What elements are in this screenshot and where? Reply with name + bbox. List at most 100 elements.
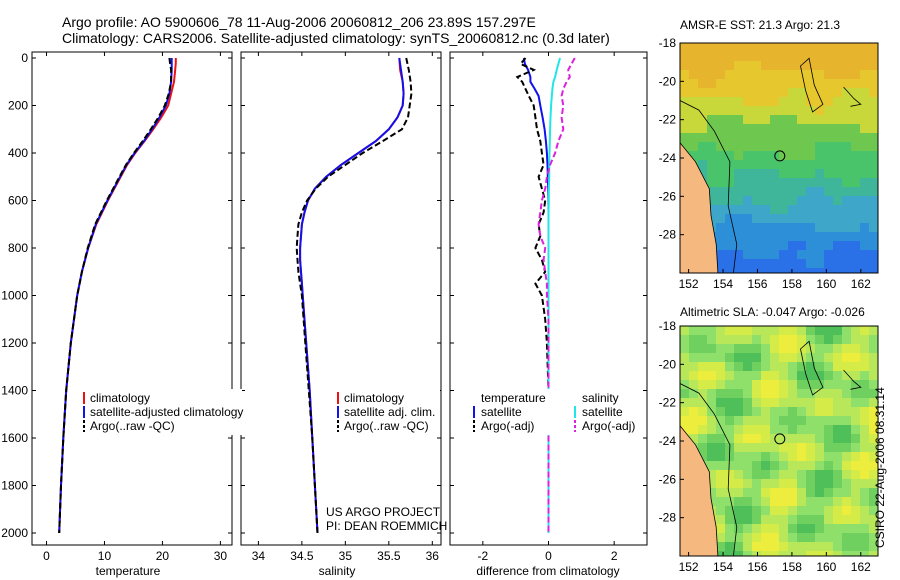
map-cell	[752, 151, 762, 161]
map-cell	[788, 79, 798, 89]
map-cell	[842, 232, 852, 242]
map-cell	[788, 160, 798, 170]
x-tick-label: 35	[339, 549, 353, 563]
temperature-legend: climatology satellite-adjusted climatolo…	[82, 389, 243, 435]
map-cell	[698, 353, 708, 363]
map-cell	[716, 425, 726, 435]
map-cell	[788, 371, 798, 381]
map-cell	[725, 425, 735, 435]
map-cell	[707, 160, 717, 170]
series-line-temperature-satellite	[522, 57, 550, 533]
map-cell	[860, 214, 870, 224]
y-tick-label: -22	[659, 396, 677, 410]
map-cell	[743, 214, 753, 224]
map-cell	[833, 43, 843, 53]
map-cell	[869, 223, 878, 233]
map-cell	[743, 151, 753, 161]
map-cell	[689, 398, 699, 408]
map-cell	[815, 205, 825, 215]
map-cell	[806, 241, 816, 251]
map-cell	[833, 268, 843, 273]
map-cell	[725, 133, 735, 143]
map-cell	[770, 551, 780, 556]
profile-location-marker	[774, 433, 786, 445]
map-cell	[824, 515, 834, 525]
map-cell	[815, 88, 825, 98]
map-cell	[779, 479, 789, 489]
map-cell	[842, 250, 852, 260]
map-cell	[788, 407, 798, 417]
map-cell	[698, 43, 708, 53]
map-cell	[752, 70, 762, 80]
map-cell	[815, 106, 825, 116]
map-cell	[734, 79, 744, 89]
map-cell	[842, 106, 852, 116]
map-cell	[788, 241, 798, 251]
salinity-axis-label: salinity	[319, 564, 356, 578]
map-cell	[707, 398, 717, 408]
map-cell	[716, 416, 726, 426]
x-tick-label: 158	[782, 560, 802, 574]
map-cell	[788, 326, 798, 336]
map-cell	[779, 380, 789, 390]
map-cell	[743, 434, 753, 444]
map-cell	[725, 551, 735, 556]
map-cell	[806, 371, 816, 381]
map-cell	[707, 205, 717, 215]
map-cell	[869, 425, 878, 435]
map-cell	[824, 353, 834, 363]
x-tick-label: 36	[426, 549, 440, 563]
map-cell	[869, 43, 878, 53]
map-cell	[743, 79, 753, 89]
map-cell	[806, 425, 816, 435]
map-cell	[833, 250, 843, 260]
map-cell	[779, 362, 789, 372]
map-cell	[806, 196, 816, 206]
map-cell	[869, 115, 878, 125]
map-cell	[824, 497, 834, 507]
map-cell	[851, 344, 861, 354]
y-tick-label: -22	[659, 113, 677, 127]
map-cell	[761, 398, 771, 408]
map-cell	[770, 214, 780, 224]
y-tick-label: -20	[659, 74, 677, 88]
map-cell	[833, 416, 843, 426]
map-cell	[860, 160, 870, 170]
map-cell	[851, 335, 861, 345]
map-cell	[824, 362, 834, 372]
map-cell	[779, 124, 789, 134]
map-cell	[788, 61, 798, 71]
map-cell	[860, 398, 870, 408]
map-cell	[806, 353, 816, 363]
map-cell	[788, 533, 798, 543]
map-cell	[725, 142, 735, 152]
depth-tick-label: 400	[8, 146, 28, 160]
map-cell	[842, 205, 852, 215]
map-cell	[842, 515, 852, 525]
map-cell	[770, 497, 780, 507]
map-cell	[833, 344, 843, 354]
map-cell	[752, 259, 762, 269]
map-cell	[725, 196, 735, 206]
map-cell	[707, 488, 717, 498]
project-name: US ARGO PROJECT	[326, 505, 441, 519]
map-cell	[752, 470, 762, 480]
map-cell	[725, 250, 735, 260]
map-cell	[734, 353, 744, 363]
map-cell	[824, 133, 834, 143]
map-cell	[779, 106, 789, 116]
map-cell	[797, 124, 807, 134]
map-cell	[743, 232, 753, 242]
map-cell	[743, 88, 753, 98]
map-cell	[824, 151, 834, 161]
map-cell	[788, 479, 798, 489]
map-cell	[797, 205, 807, 215]
map-cell	[806, 335, 816, 345]
map-cell	[815, 43, 825, 53]
map-cell	[869, 232, 878, 242]
map-cell	[752, 241, 762, 251]
map-cell	[689, 133, 699, 143]
map-cell	[770, 115, 780, 125]
map-cell	[860, 178, 870, 188]
depth-tick-label: 1600	[1, 431, 28, 445]
